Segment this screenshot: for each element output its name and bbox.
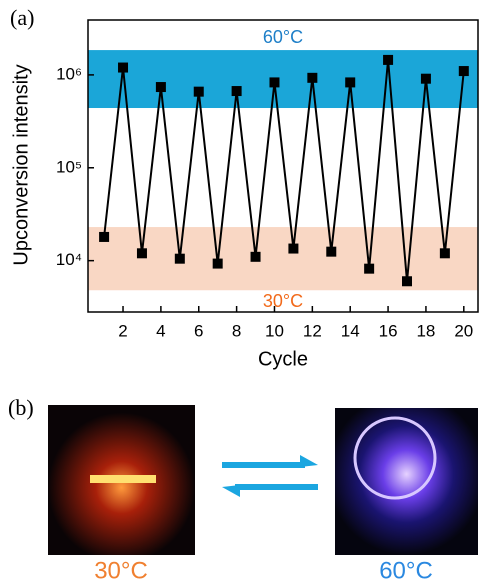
photo-glow: [353, 416, 437, 500]
marker: [193, 86, 204, 97]
panel-label: (b): [8, 395, 34, 420]
marker: [212, 258, 223, 269]
x-tick-label: 6: [194, 321, 203, 340]
series-line: [103, 59, 465, 282]
marker: [307, 72, 318, 83]
marker: [345, 77, 356, 88]
reversible-arrows: [222, 455, 318, 497]
panel-label: (a): [10, 5, 34, 30]
marker: [383, 54, 394, 65]
y-tick-label: 10⁵: [56, 157, 82, 176]
band: [88, 227, 478, 291]
marker: [231, 86, 242, 97]
marker: [326, 246, 337, 257]
marker: [155, 82, 166, 93]
x-tick-label: 2: [118, 321, 127, 340]
y-axis-label: Upconversion intensity: [10, 64, 32, 265]
photo-caption: 60°C: [379, 557, 433, 583]
photo-caption: 30°C: [94, 557, 148, 583]
marker: [458, 66, 469, 77]
band-label: 30°C: [263, 291, 303, 311]
marker: [174, 253, 185, 264]
marker: [402, 276, 413, 287]
marker: [420, 73, 431, 84]
x-tick-label: 14: [341, 321, 360, 340]
marker: [99, 231, 110, 242]
x-tick-label: 20: [454, 321, 473, 340]
marker: [269, 77, 280, 88]
y-tick-label: 10⁴: [56, 250, 82, 269]
x-tick-label: 18: [416, 321, 435, 340]
marker: [118, 62, 129, 73]
plot-frame: [87, 19, 479, 313]
marker: [250, 251, 261, 262]
x-tick-label: 8: [232, 321, 241, 340]
band: [88, 50, 478, 109]
x-tick-label: 4: [156, 321, 165, 340]
y-tick-label: 10⁶: [56, 64, 82, 83]
x-tick-label: 12: [303, 321, 322, 340]
x-axis-label: Cycle: [258, 348, 308, 370]
marker: [136, 248, 147, 259]
marker: [288, 243, 299, 254]
photo: [335, 408, 478, 555]
photo-glow: [90, 475, 156, 483]
marker: [439, 248, 450, 259]
marker: [364, 263, 375, 274]
band-label: 60°C: [263, 27, 303, 47]
x-tick-label: 10: [265, 321, 284, 340]
x-tick-label: 16: [379, 321, 398, 340]
